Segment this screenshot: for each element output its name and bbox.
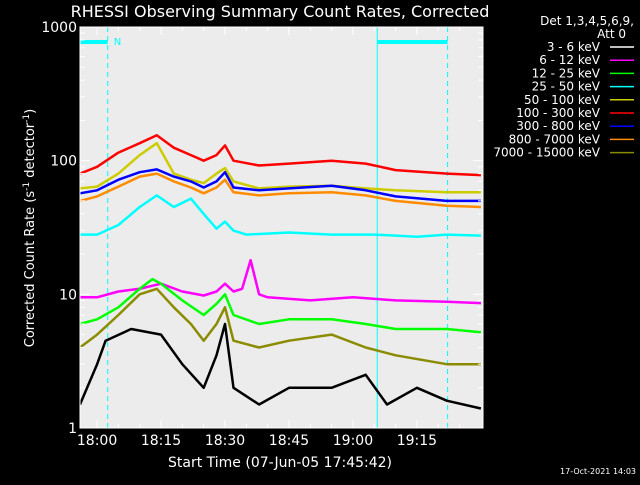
chart-title: RHESSI Observing Summary Count Rates, Co… xyxy=(71,2,490,21)
legend-label: 100 - 300 keV xyxy=(516,106,600,120)
legend-label: 7000 - 15000 keV xyxy=(493,146,600,160)
series-line-300-800-kev xyxy=(79,168,481,203)
y-tick-label: 1 xyxy=(68,421,77,437)
legend-label: 12 - 25 keV xyxy=(532,66,601,80)
legend-label: 50 - 100 keV xyxy=(524,93,601,107)
y-tick-label: 1000 xyxy=(41,20,77,36)
plot-area xyxy=(80,27,483,428)
legend-header-attenuator: Att 0 xyxy=(597,27,626,41)
x-axis-label: Start Time (07-Jun-05 17:45:42) xyxy=(168,455,392,471)
plot-frame xyxy=(79,26,484,429)
x-tick-label: 18:15 xyxy=(141,433,181,449)
series-line-12-25-kev xyxy=(79,277,482,334)
legend-label: 3 - 6 keV xyxy=(547,40,601,54)
legend-header-detectors: Det 1,3,4,5,6,9, xyxy=(540,14,634,28)
x-tick-label: 18:30 xyxy=(205,433,245,449)
y-axis-label-close: ) xyxy=(23,109,38,114)
y-axis: 1 10 100 1000 xyxy=(41,20,483,437)
y-axis-label-exponent-1: -1 xyxy=(22,182,32,191)
y-tick-label: 100 xyxy=(50,154,77,170)
x-tick-label: 18:00 xyxy=(77,433,117,449)
x-tick-label: 19:00 xyxy=(333,433,373,449)
series-line-800-7000-kev xyxy=(79,172,481,209)
y-axis-label-detector: detector xyxy=(23,122,38,182)
series-line-7000-15000-kev xyxy=(79,287,481,366)
series-line-3-6-kev xyxy=(78,322,482,410)
x-tick-label: 18:45 xyxy=(269,433,309,449)
x-tick-label: 19:15 xyxy=(397,433,437,449)
y-axis-label: Corrected Count Rate (s-1 detector-1) xyxy=(22,109,38,347)
y-tick-label: 10 xyxy=(59,287,77,303)
y-axis-label-exponent-2: -1 xyxy=(22,114,32,123)
legend-label: 800 - 7000 keV xyxy=(509,132,601,146)
generation-timestamp: 17-Oct-2021 14:03 xyxy=(560,467,636,476)
series-layer xyxy=(78,133,482,410)
night-flag-label: N xyxy=(114,37,121,48)
interval-layer: N xyxy=(80,27,449,428)
x-axis: 18:00 18:15 18:30 18:45 19:00 19:15 xyxy=(77,27,461,449)
legend-label: 6 - 12 keV xyxy=(539,53,601,67)
legend-label: 300 - 800 keV xyxy=(516,119,600,133)
legend-label: 25 - 50 keV xyxy=(532,80,601,94)
y-axis-label-main: Corrected Count Rate (s xyxy=(23,191,38,348)
series-line-25-50-kev xyxy=(80,194,481,238)
series-line-100-300-kev xyxy=(79,133,481,177)
series-line-50-100-kev xyxy=(79,141,481,194)
